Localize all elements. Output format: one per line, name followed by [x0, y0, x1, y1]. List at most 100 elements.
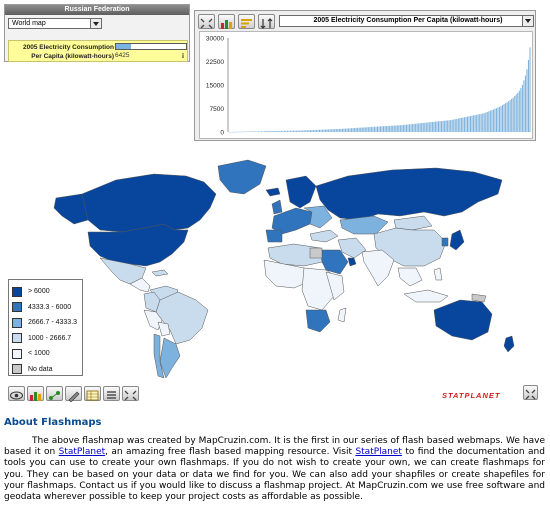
chart-bar	[247, 131, 249, 133]
chart-bar	[428, 122, 430, 132]
chart-bar	[308, 130, 310, 132]
chart-bar	[351, 128, 353, 132]
country-india[interactable]	[361, 249, 395, 287]
legend-label: 1000 - 2666.7	[28, 334, 72, 342]
chart-bar	[360, 127, 362, 132]
chart-bar	[416, 123, 418, 132]
chart-bar	[424, 122, 426, 132]
chart-bar	[387, 125, 389, 132]
chart-bar	[505, 103, 507, 132]
chart-bar	[523, 80, 525, 132]
country-south-africa[interactable]	[305, 309, 331, 333]
chart-bar	[267, 131, 269, 132]
chart-bar	[296, 130, 298, 132]
network-icon[interactable]	[46, 386, 63, 401]
statplanet-logo[interactable]: STATPLANET	[442, 391, 501, 400]
country-iberia[interactable]	[265, 229, 283, 243]
eye-icon[interactable]	[8, 386, 25, 401]
legend-item: 2666.7 - 4333.3	[12, 315, 79, 331]
chart-bar	[407, 124, 409, 132]
chart-bar	[427, 122, 429, 132]
legend-label: < 1000	[28, 350, 50, 358]
country-west-africa[interactable]	[263, 259, 309, 289]
chart-bar	[309, 130, 311, 132]
chart-bar	[352, 128, 354, 132]
table-icon[interactable]	[84, 386, 101, 401]
country-madagascar[interactable]	[337, 307, 347, 323]
bar-chart: 30000 22500 15000 7500 0	[199, 31, 533, 139]
country-east-africa[interactable]	[325, 271, 345, 301]
chart-bar	[471, 115, 473, 132]
chart-bar	[378, 126, 380, 132]
country-indonesia[interactable]	[403, 289, 449, 303]
graph-toggle-icon[interactable]	[198, 14, 215, 29]
country-turkey[interactable]	[309, 229, 339, 243]
chart-bar	[239, 131, 241, 133]
country-chile[interactable]	[153, 333, 165, 379]
country-western-europe[interactable]	[271, 207, 313, 235]
country-alaska[interactable]	[53, 193, 89, 225]
country-eastern-europe[interactable]	[303, 205, 333, 229]
country-greenland[interactable]	[217, 159, 267, 195]
country-russia[interactable]	[315, 167, 503, 221]
chart-bar	[344, 128, 346, 132]
country-southeast-asia[interactable]	[397, 267, 423, 287]
chevron-down-icon[interactable]	[522, 16, 533, 26]
bar-chart-icon[interactable]	[218, 14, 235, 29]
country-iceland[interactable]	[265, 187, 281, 197]
country-philippines[interactable]	[433, 267, 443, 281]
chevron-down-icon[interactable]	[90, 19, 101, 28]
chart-bar	[373, 126, 375, 132]
country-australia[interactable]	[433, 299, 493, 341]
country-canada[interactable]	[79, 173, 217, 233]
chart-bar	[479, 114, 481, 132]
country-japan[interactable]	[449, 229, 465, 251]
sort-icon[interactable]	[238, 14, 255, 29]
chart-bar	[491, 110, 493, 132]
country-scandinavia[interactable]	[285, 175, 317, 209]
country-uk[interactable]	[271, 199, 283, 215]
legend-swatch	[12, 317, 22, 328]
country-north-africa[interactable]	[267, 243, 323, 267]
chart-bar	[244, 131, 246, 133]
country-central-america[interactable]	[129, 277, 151, 293]
sort-order-icon[interactable]	[258, 14, 275, 29]
map-svg[interactable]	[4, 150, 544, 382]
legend-item: < 1000	[12, 346, 79, 362]
country-iran[interactable]	[337, 237, 367, 259]
info-icon[interactable]: i	[182, 52, 184, 60]
country-korea[interactable]	[441, 237, 449, 247]
country-new-zealand[interactable]	[503, 335, 515, 353]
pencil-icon[interactable]	[65, 386, 82, 403]
legend-label: No data	[28, 365, 53, 373]
country-brazil[interactable]	[155, 291, 209, 345]
expand-icon[interactable]	[122, 386, 139, 401]
statplanet-link-1[interactable]: StatPlanet	[58, 447, 106, 458]
country-cuba[interactable]	[151, 269, 169, 277]
country-mongolia[interactable]	[393, 215, 433, 231]
country-argentina[interactable]	[159, 337, 181, 379]
chart-bar	[419, 123, 421, 132]
list-icon[interactable]	[103, 386, 120, 401]
chart-bar	[386, 126, 388, 132]
chart-bar	[486, 111, 488, 132]
bar-chart-icon[interactable]	[27, 386, 44, 401]
chart-bar	[441, 121, 443, 132]
chart-bar	[437, 121, 440, 132]
country-nodata-africa[interactable]	[309, 247, 323, 259]
chart-bar	[418, 123, 420, 132]
chart-bar	[500, 105, 502, 132]
map-select[interactable]: World map	[8, 18, 102, 29]
country-usa[interactable]	[87, 223, 189, 267]
chart-bar	[230, 131, 232, 133]
chart-bar	[515, 94, 517, 132]
country-png[interactable]	[471, 293, 487, 303]
chart-bar	[357, 127, 359, 132]
country-bolivia[interactable]	[157, 321, 171, 337]
legend-swatch	[12, 302, 22, 313]
fullscreen-icon[interactable]	[523, 385, 538, 400]
statplanet-link-2[interactable]: StatPlanet	[355, 447, 402, 458]
indicator-select[interactable]: 2005 Electricity Consumption Per Capita …	[279, 15, 534, 27]
world-map[interactable]	[4, 150, 544, 382]
country-gulf-states[interactable]	[347, 257, 357, 267]
